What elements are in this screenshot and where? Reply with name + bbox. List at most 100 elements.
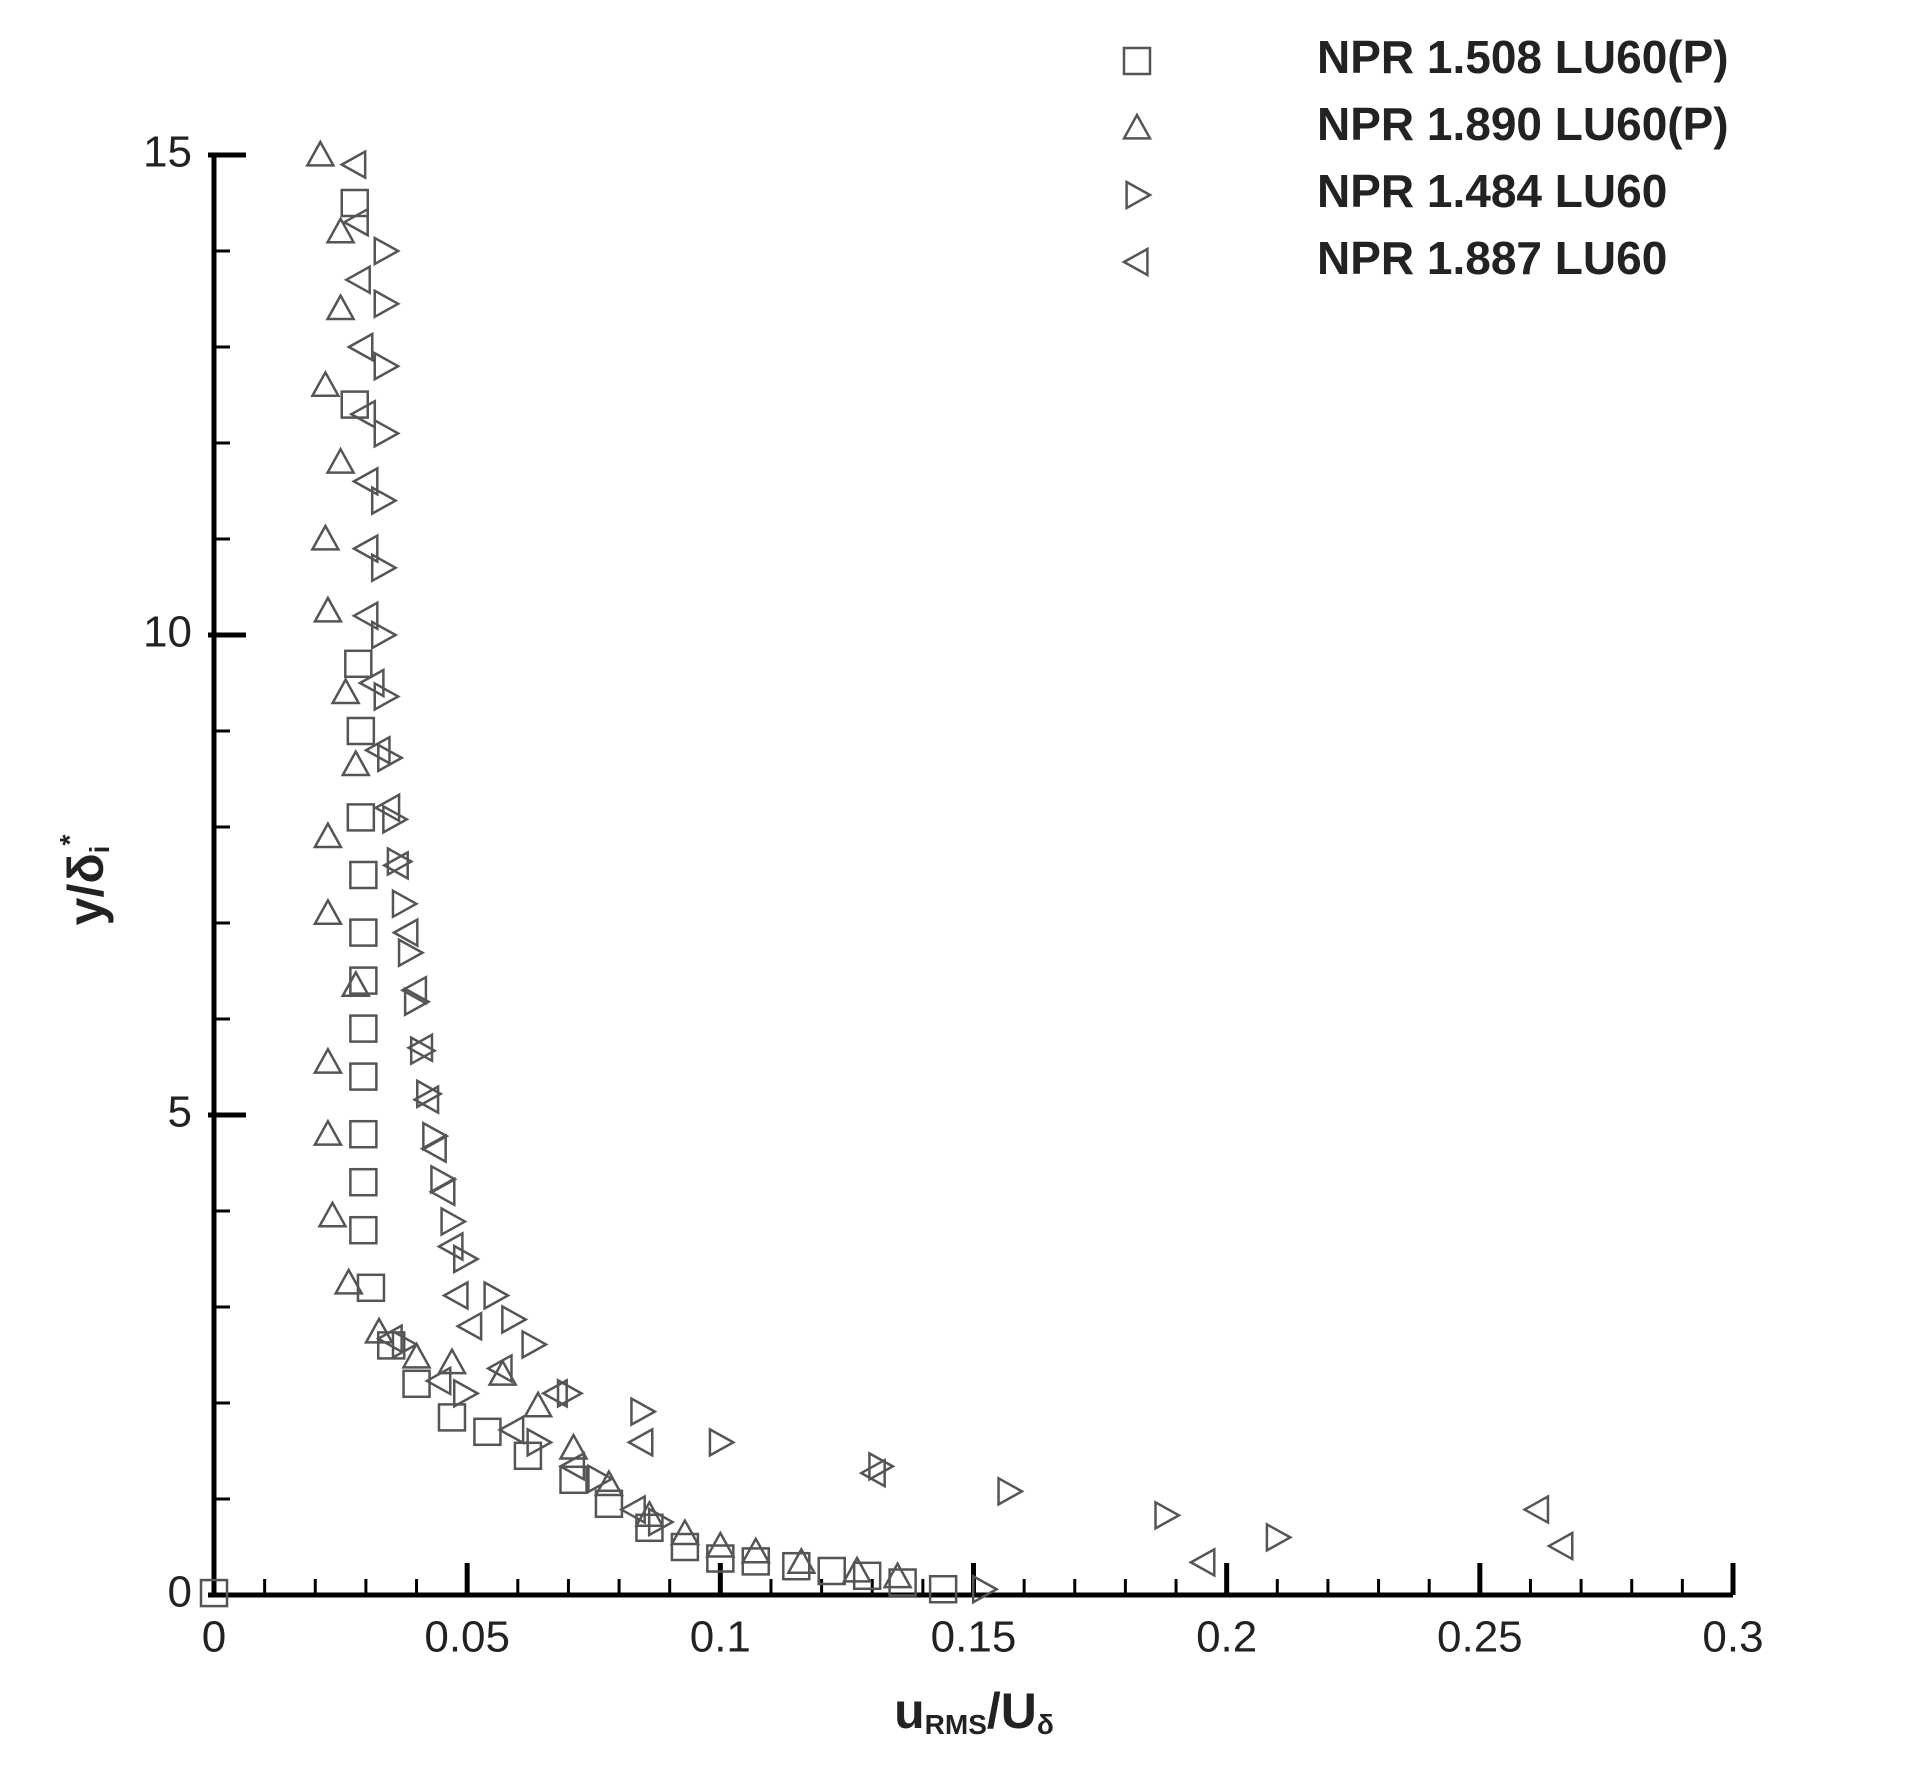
marker [419, 1133, 447, 1164]
marker [437, 1403, 467, 1432]
marker [340, 969, 371, 998]
legend-marker [1125, 179, 1153, 211]
marker [349, 1167, 378, 1197]
y-tick-label: 5 [168, 1088, 192, 1137]
marker [339, 149, 367, 180]
marker [526, 1427, 554, 1458]
marker [1154, 1500, 1182, 1531]
marker [363, 735, 391, 766]
marker [310, 369, 341, 398]
marker [521, 1329, 549, 1360]
marker [483, 1280, 511, 1311]
marker [325, 446, 356, 474]
marker [399, 975, 428, 1006]
x-tick-label: 0.2 [1196, 1613, 1257, 1662]
marker [344, 649, 373, 679]
legend-label: NPR 1.508 LU60(P) [1317, 31, 1729, 83]
marker [386, 846, 414, 877]
marker [370, 552, 399, 583]
marker [349, 918, 378, 947]
marker [375, 1323, 403, 1354]
legend-label: NPR 1.484 LU60 [1317, 165, 1667, 217]
marker [557, 1451, 586, 1482]
marker [997, 1476, 1025, 1507]
marker [349, 1119, 378, 1149]
marker [382, 804, 410, 835]
marker [349, 860, 378, 890]
x-label-part: /U [987, 1683, 1037, 1739]
marker [817, 1556, 846, 1586]
y-label-sub: i [84, 846, 115, 854]
marker [630, 1396, 658, 1427]
marker [455, 1311, 483, 1342]
legend-label: NPR 1.890 LU60(P) [1317, 98, 1729, 150]
marker [373, 792, 401, 823]
marker [373, 418, 401, 449]
marker [1188, 1547, 1216, 1578]
marker [669, 1517, 701, 1546]
marker [409, 1035, 438, 1066]
x-tick-label: 0.3 [1702, 1613, 1763, 1662]
legend-marker [1121, 246, 1149, 278]
marker [312, 897, 344, 926]
marker [346, 803, 376, 832]
marker [928, 1574, 958, 1604]
marker [391, 917, 419, 948]
marker [587, 1463, 615, 1494]
x-axis-label: uRMS/Uδ [894, 1683, 1054, 1740]
marker [340, 749, 371, 777]
marker [356, 1273, 386, 1303]
x-tick-label: 0.15 [931, 1613, 1017, 1662]
legend-marker [1122, 46, 1152, 76]
marker [416, 1078, 444, 1110]
marker [441, 1280, 469, 1311]
legend-label: NPR 1.887 LU60 [1317, 232, 1667, 284]
marker [647, 1506, 676, 1538]
marker [349, 966, 378, 995]
marker [391, 888, 419, 919]
marker [373, 288, 401, 319]
marker [708, 1427, 736, 1458]
marker [882, 1561, 913, 1589]
marker [325, 216, 356, 244]
marker [888, 1568, 917, 1597]
marker [346, 331, 374, 363]
marker [330, 677, 361, 705]
marker [312, 821, 344, 849]
x-tick-label: 0.05 [424, 1613, 510, 1662]
marker [1521, 1494, 1550, 1525]
marker [351, 466, 379, 497]
marker [312, 595, 344, 623]
marker [559, 1465, 588, 1495]
marker [348, 399, 377, 430]
marker [412, 1084, 440, 1115]
marker [363, 1316, 395, 1344]
marker [403, 986, 432, 1017]
marker [868, 1451, 896, 1482]
marker [501, 1304, 529, 1335]
marker [357, 667, 385, 699]
marker [436, 1347, 468, 1375]
marker [424, 1365, 452, 1397]
marker [858, 1457, 886, 1489]
x-label-sub: δ [1037, 1709, 1054, 1740]
y-axis-label: y/δi* [54, 835, 115, 926]
marker [618, 1494, 646, 1525]
marker [317, 1200, 348, 1228]
marker [406, 1032, 434, 1063]
marker [556, 1378, 585, 1409]
marker [428, 1176, 456, 1207]
y-tick-label: 10 [143, 608, 192, 657]
marker [373, 351, 401, 382]
marker [786, 1546, 817, 1575]
marker [349, 1215, 378, 1245]
x-tick-label: 0.25 [1437, 1613, 1523, 1662]
marker [381, 850, 409, 881]
marker [706, 1544, 735, 1573]
x-tick-label: 0.1 [690, 1613, 751, 1662]
y-label-part: y/δ [58, 853, 114, 925]
marker [522, 1390, 554, 1418]
marker [740, 1536, 771, 1564]
y-tick-label: 15 [143, 128, 192, 177]
